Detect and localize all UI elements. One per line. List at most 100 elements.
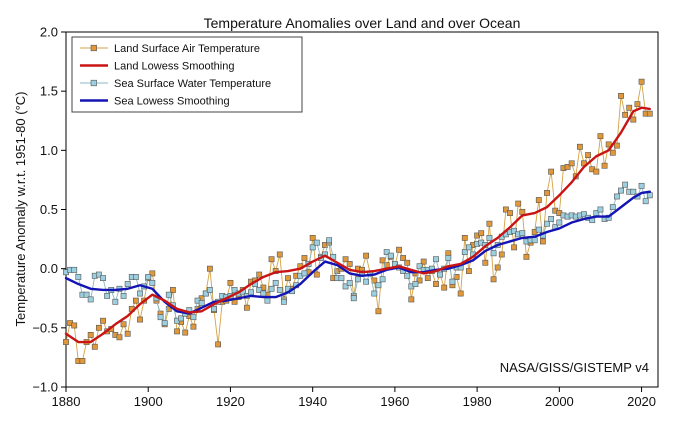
data-point [400,255,407,261]
data-point [535,226,542,233]
data-point [597,206,604,213]
legend-marker [90,44,97,52]
data-point [104,292,111,299]
data-point [132,274,139,280]
data-point [363,278,370,285]
data-point [313,239,320,246]
data-point [206,265,213,272]
data-point [227,279,234,286]
data-point [424,275,431,282]
data-point [486,220,493,227]
data-point [326,237,333,244]
data-point [445,255,452,261]
data-point [313,271,320,278]
x-tick-label: 1960 [380,394,409,409]
data-point [412,281,419,287]
data-point [215,341,222,348]
data-point [87,332,94,338]
data-point [124,281,131,287]
data-point [309,235,316,241]
data-point [354,276,361,283]
y-tick-label: 1.0 [40,143,58,158]
data-point [256,287,263,293]
data-point [482,259,489,266]
data-point [461,235,468,241]
data-point [276,287,283,293]
legend-label: Land Surface Air Temperature [114,43,260,55]
data-point [71,266,78,273]
data-point [338,275,345,282]
data-point [490,276,497,283]
data-point [231,287,238,293]
data-point [87,296,94,303]
legend-entry: Land Lowess Smoothing [80,61,234,73]
data-point [618,93,624,99]
data-point [124,330,131,337]
data-point [416,277,423,284]
series-land-lowess-smoothing [64,106,651,344]
data-point [548,168,555,175]
series-land-surface-air-temperature [63,78,653,364]
legend-entry: Sea Lowess Smoothing [80,96,230,108]
data-point [116,334,123,341]
data-point [206,287,213,293]
data-point [465,268,472,274]
data-point [404,259,411,266]
data-point [178,315,185,322]
data-point [539,238,546,245]
data-point [350,295,357,302]
data-point [301,270,308,277]
data-point [346,261,353,267]
data-point [379,257,386,264]
data-point [174,328,180,335]
data-point [375,308,382,315]
legend-box [71,36,303,113]
y-axis-label: Temperature Anomaly w.r.t. 1951-80 (°C) [13,92,28,327]
data-point [605,141,612,148]
data-point [618,187,624,194]
smoothing-line [64,106,651,344]
data-point [544,220,550,227]
data-point [511,244,518,251]
data-point [597,133,604,140]
data-point [646,110,653,117]
data-point [309,244,316,251]
data-point [408,296,415,303]
data-point [581,211,587,218]
data-point [634,101,641,108]
data-point [95,324,102,331]
data-point [630,188,637,195]
data-point [132,297,139,304]
data-point [268,256,275,263]
data-point [260,290,267,297]
data-point [120,292,127,299]
x-tick-label: 2020 [627,394,656,409]
data-point [465,244,472,251]
data-point [548,216,555,222]
data-point [490,250,497,257]
data-point [437,271,444,278]
data-point [593,168,600,175]
data-point [285,275,291,282]
data-point [190,314,197,321]
data-point [622,181,629,188]
axes-layer: 1880 1900 1920 1940 1960 1980 2000 2020 −1.0 −0.5… [32,25,656,410]
y-tick-label: 2.0 [40,25,58,40]
data-point [461,249,468,255]
data-point [609,204,616,211]
data-point [71,322,78,329]
data-point [519,208,526,215]
data-point [511,227,518,234]
data-point [75,274,82,280]
data-point [161,320,168,326]
data-point [342,256,349,263]
data-point [486,235,493,241]
chart-title: Temperature Anomalies over Land and over… [204,15,521,31]
x-tick-label: 1940 [298,394,327,409]
data-point [416,263,423,270]
series-layer [63,78,653,364]
data-point [371,277,378,284]
data-point [433,281,439,287]
source-annotation: NASA/GISS/GISTEMP v4 [500,360,649,375]
legend-label: Sea Lowess Smoothing [114,96,230,108]
